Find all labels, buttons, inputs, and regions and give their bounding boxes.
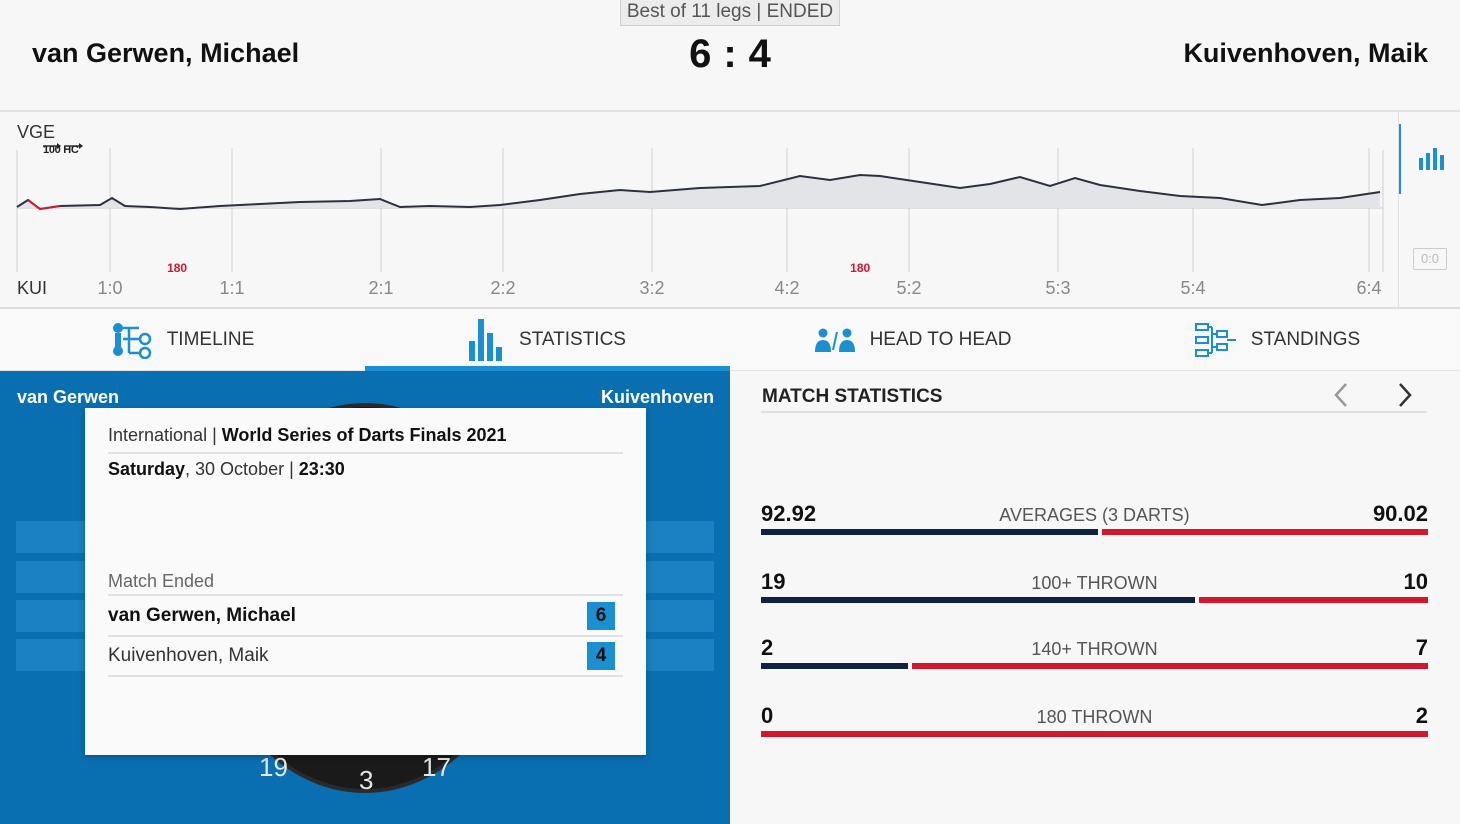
tournament-prefix: International | [108,425,222,445]
board-number: 19 [259,752,288,782]
result-away-name[interactable]: Kuivenhoven, Maik [108,645,269,666]
leg-score-label: 1:0 [97,278,122,298]
stat-home-bar [761,529,1098,535]
tab-label: TIMELINE [166,328,255,350]
match-statistics-panel: MATCH STATISTICS 92.92 AVERAGES (3 DARTS… [730,371,1460,824]
home-player-code: VGE [17,122,56,142]
board-home-player: van Gerwen [17,387,120,407]
stat-home-value: 2 [761,635,774,660]
result-home-score: 6 [587,602,615,630]
tab-head-to-head[interactable]: HEAD TO HEAD [730,309,1095,370]
result-away-score: 4 [587,642,615,670]
leg-score-label: 5:4 [1180,278,1205,298]
statistics-title: MATCH STATISTICS [762,386,943,407]
stat-away-bar [1199,597,1428,603]
stat-row-100-plus: 19 100+ THROWN 10 [761,569,1428,609]
leg-score-label: 2:2 [490,278,515,298]
stat-away-value: 2 [1415,703,1428,728]
high-checkout-legend-label: 100 HC [43,144,79,156]
one-eighty-marker: 180 [167,261,187,275]
match-time: 23:30 [298,459,345,479]
stat-home-value: 0 [761,703,774,728]
leg-score-label: 1:1 [219,278,244,298]
chevron-right-icon [1399,383,1412,407]
leg-score-label: 5:2 [896,278,921,298]
stat-home-bar [761,663,908,669]
timeline-icon [112,322,151,359]
match-day: Saturday [108,459,186,479]
home-score: 6 [689,32,712,76]
match-format-badge: Best of 11 legs | ENDED [620,0,840,26]
leg-score-label: 2:1 [368,278,393,298]
high-checkout-legend: 100 HC [43,143,83,156]
momentum-line [16,173,1381,211]
result-row-away: Kuivenhoven, Maik 4 [108,637,623,677]
result-row-home: van Gerwen, Michael 6 [108,597,623,637]
bar-chart-icon [1419,148,1444,170]
statistics-title-divider [761,411,1427,413]
leg-score-label: 5:3 [1045,278,1070,298]
legend-arrows-icon [43,143,83,149]
board-number: 3 [359,765,374,795]
stat-row-180: 0 180 THROWN 2 [761,703,1428,743]
tab-timeline[interactable]: TIMELINE [0,309,365,370]
stat-away-value: 7 [1415,635,1428,660]
away-player-code: KUI [17,278,48,298]
tab-label: HEAD TO HEAD [869,328,1012,350]
leg-score-label: 4:2 [774,278,799,298]
dartboard-panel: 19 3 17 van Gerwen Kuivenhoven Internati… [0,371,730,824]
match-score: 6:4 [640,32,820,77]
chevron-left-icon [1334,383,1347,407]
match-header: Best of 11 legs | ENDED van Gerwen, Mich… [0,0,1460,112]
match-date: , 30 October | [185,459,299,479]
tournament-line: International | World Series of Darts Fi… [108,425,623,454]
momentum-chart: 1:0 1:1 2:1 2:2 3:2 4:2 5:2 5:3 5:4 6:4 180 180 VGE… [0,112,1460,309]
stat-away-value: 10 [1403,569,1428,594]
tab-statistics[interactable]: STATISTICS [365,309,730,371]
tab-label: STANDINGS [1250,328,1361,350]
stat-label: 140+ THROWN [1031,639,1158,659]
momentum-graph: 1:0 1:1 2:1 2:2 3:2 4:2 5:2 5:3 5:4 6:4 180 180 [16,148,1384,298]
standings-icon [1194,322,1236,357]
tournament-name[interactable]: World Series of Darts Finals 2021 [221,425,507,445]
stat-away-bar [912,663,1428,669]
tab-label: STATISTICS [519,328,626,350]
stat-home-value: 19 [761,569,786,594]
board-number: 17 [422,752,451,782]
stat-away-value: 90.02 [1372,501,1428,526]
momentum-side-panel: 0:0 [1398,112,1460,307]
board-away-player: Kuivenhoven [600,387,714,407]
stat-row-140-plus: 2 140+ THROWN 7 [761,635,1428,675]
home-player-name[interactable]: van Gerwen, Michael [32,38,300,68]
result-home-name[interactable]: van Gerwen, Michael [108,605,296,626]
previous-stats-button[interactable] [1330,380,1354,410]
leg-score-label: 3:2 [639,278,664,298]
stat-label: 100+ THROWN [1031,573,1158,593]
leg-score-label: 6:4 [1356,278,1381,298]
away-player-name[interactable]: Kuivenhoven, Maik [1183,38,1428,68]
score-separator: : [723,32,737,76]
stat-home-bar [761,597,1195,603]
away-score: 4 [748,32,771,76]
momentum-reset-badge[interactable]: 0:0 [1413,248,1447,270]
match-datetime: Saturday, 30 October | 23:30 [108,459,345,480]
tab-standings[interactable]: STANDINGS [1095,309,1460,370]
stat-row-averages: 92.92 AVERAGES (3 DARTS) 90.02 [761,501,1428,541]
match-status: Match Ended [108,571,623,596]
match-info-card: International | World Series of Darts Fi… [85,408,646,755]
stat-away-bar [761,731,1428,737]
statistics-icon [469,318,503,361]
stat-label: 180 THROWN [1036,707,1153,727]
tab-bar: TIMELINE STATISTICS HEAD TO HEAD [0,309,1460,371]
stat-home-value: 92.92 [761,501,817,526]
stat-label: AVERAGES (3 DARTS) [999,505,1190,525]
one-eighty-marker: 180 [850,261,870,275]
stat-away-bar [1102,529,1428,535]
next-stats-button[interactable] [1392,380,1416,410]
momentum-stats-toggle[interactable] [1399,124,1460,194]
momentum-line-away-segment [27,199,61,211]
head-to-head-icon [814,328,855,352]
momentum-area [17,175,1380,209]
